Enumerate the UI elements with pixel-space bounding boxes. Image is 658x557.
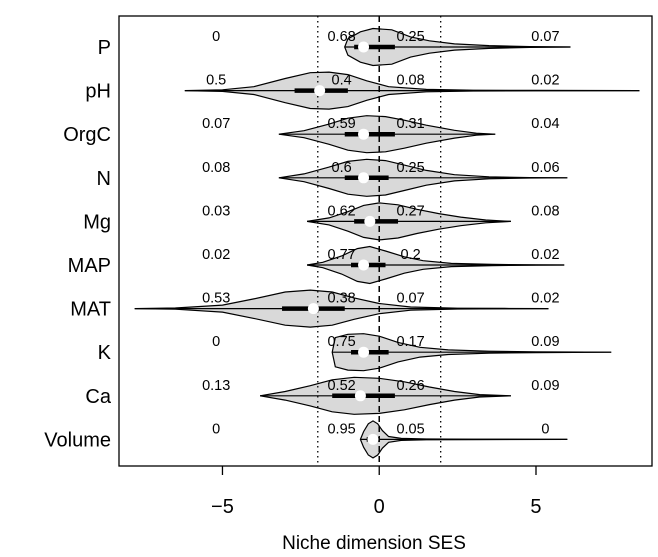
x-tick-label-2: 0 [374,496,385,518]
proportion-label-ph-2: 0.4 [332,73,352,89]
x-axis-label: Niche dimension SES [282,533,466,554]
x-tick-label-3: 5 [530,496,541,518]
proportion-label-mg-1: 0.03 [202,203,230,219]
proportion-label-k-2: 0.75 [327,334,355,350]
median-dot-ph [314,85,326,97]
proportion-label-n-2: 0.6 [332,160,352,176]
y-label-n: N [97,168,111,190]
median-dot-p [358,41,370,53]
proportion-label-orgc-3: 0.31 [396,116,424,132]
proportion-label-volume-2: 0.95 [327,421,355,437]
proportion-label-n-3: 0.25 [396,160,424,176]
proportion-label-p-1: 0 [212,29,220,45]
proportion-label-p-2: 0.68 [327,29,355,45]
proportion-label-mat-3: 0.07 [396,291,424,307]
y-label-ph: pH [85,81,111,103]
median-dot-map [358,259,370,271]
y-label-mg: Mg [83,211,111,233]
proportion-label-mat-1: 0.53 [202,291,230,307]
proportion-label-n-4: 0.06 [531,160,559,176]
y-label-p: P [98,37,111,59]
proportion-label-k-4: 0.09 [531,334,559,350]
x-tick-label-1: −5 [211,496,234,518]
x-axis: −5 0 5 [211,466,542,518]
proportion-label-orgc-1: 0.07 [202,116,230,132]
y-label-map: MAP [68,255,111,277]
proportion-label-mg-4: 0.08 [531,203,559,219]
proportion-label-ca-4: 0.09 [531,378,559,394]
median-dot-n [358,172,370,184]
proportion-label-mg-3: 0.27 [396,203,424,219]
proportion-label-volume-3: 0.05 [396,421,424,437]
proportion-label-mat-4: 0.02 [531,291,559,307]
proportion-label-volume-4: 0 [541,421,549,437]
proportion-label-ca-3: 0.26 [396,378,424,394]
proportion-label-ca-1: 0.13 [202,378,230,394]
y-axis-labels: PpH OrgC N Mg MAP MAT K Ca Volume [44,37,112,451]
y-label-mat: MAT [70,299,111,321]
proportion-label-p-3: 0.25 [396,29,424,45]
box-layer [134,41,640,445]
proportion-label-orgc-2: 0.59 [327,116,355,132]
proportion-labels: 0 0.68 0.25 0.07 0.5 0.4 0.08 0.02 0.07 0.59 0.31 0… [202,29,559,437]
median-dot-mg [364,215,376,227]
y-label-k: K [98,342,112,364]
y-label-volume: Volume [44,429,111,451]
proportion-label-mg-2: 0.62 [327,203,355,219]
proportion-label-map-4: 0.02 [531,247,559,263]
median-dot-k [358,346,370,358]
proportion-label-n-1: 0.08 [202,160,230,176]
proportion-label-map-3: 0.2 [400,247,420,263]
y-label-orgc: OrgC [63,124,111,146]
proportion-label-volume-1: 0 [212,421,220,437]
median-dot-ca [354,390,366,402]
proportion-label-orgc-4: 0.04 [531,116,559,132]
median-dot-mat [307,303,319,315]
proportion-label-k-1: 0 [212,334,220,350]
plot-border [118,15,653,467]
proportion-label-ph-1: 0.5 [206,73,226,89]
proportion-label-mat-2: 0.38 [327,291,355,307]
median-dot-orgc [358,128,370,140]
proportion-label-k-3: 0.17 [396,334,424,350]
proportion-label-map-2: 0.77 [327,247,355,263]
proportion-label-ph-3: 0.08 [396,73,424,89]
median-dot-volume [367,433,379,445]
proportion-label-p-4: 0.07 [531,29,559,45]
y-label-ca: Ca [85,386,111,408]
proportion-label-ph-4: 0.02 [531,73,559,89]
proportion-label-map-1: 0.02 [202,247,230,263]
proportion-label-ca-2: 0.52 [327,378,355,394]
